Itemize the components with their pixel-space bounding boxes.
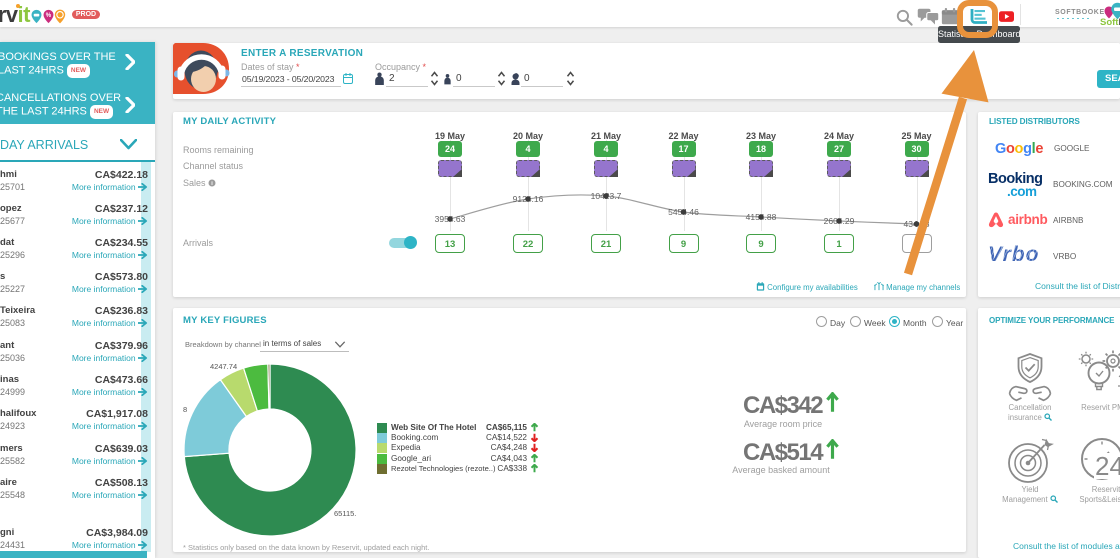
svg-text:%: % [46, 13, 52, 19]
svg-text:i: i [211, 181, 213, 187]
